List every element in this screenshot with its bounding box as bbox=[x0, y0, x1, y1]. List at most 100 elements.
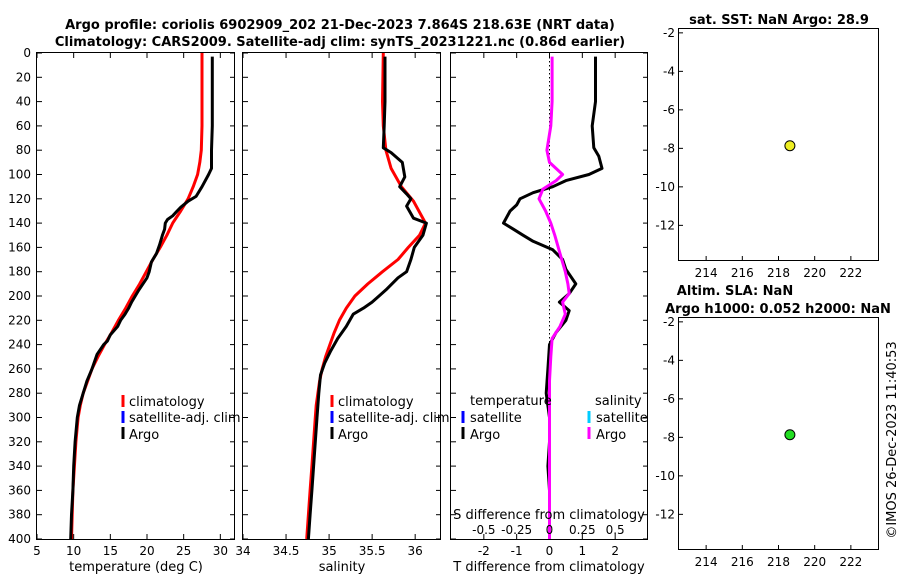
salinity-xlabel: salinity bbox=[319, 560, 366, 575]
x-tick-label: 15 bbox=[103, 544, 118, 558]
lon-tick-label: 214 bbox=[695, 266, 718, 280]
lat-tick-label: -2 bbox=[663, 26, 675, 40]
salinity-axes-box bbox=[242, 52, 441, 540]
legend-satellite-adj-clim: satellite-adj. clim bbox=[338, 411, 450, 426]
x-tick-label: -1 bbox=[511, 544, 523, 558]
x-tick-label: 2 bbox=[611, 544, 619, 558]
legend-argo: Argo bbox=[129, 428, 159, 443]
lon-tick-label: 214 bbox=[695, 555, 718, 569]
legend-argo: Argo bbox=[338, 428, 368, 443]
depth-tick-label: 260 bbox=[8, 362, 31, 376]
legend-climatology: climatology bbox=[338, 395, 414, 410]
salinity-panel: 34 34.5 35 35.5 36 salinity climatology sate… bbox=[235, 52, 450, 575]
lon-tick-label: 216 bbox=[731, 266, 754, 280]
x-tick-label: 25 bbox=[176, 544, 191, 558]
sst-ticks: 214 216 218 220 222 -2 -4 -6 -8 -10 -12 bbox=[655, 26, 862, 280]
lat-tick-label: -12 bbox=[655, 218, 675, 232]
lat-tick-label: -4 bbox=[663, 64, 675, 78]
depth-tick-label: 300 bbox=[8, 411, 31, 425]
depth-tick-label: 240 bbox=[8, 338, 31, 352]
x-tick-label: 5 bbox=[33, 544, 41, 558]
s-difference-tick-label: -0.25 bbox=[501, 523, 532, 537]
legend-climatology: climatology bbox=[129, 395, 205, 410]
depth-tick-label: 400 bbox=[8, 532, 31, 546]
legend-s-satellite: satellite bbox=[596, 411, 648, 426]
series-line-argo bbox=[306, 56, 428, 540]
sst-title: sat. SST: NaN Argo: 28.9 bbox=[689, 13, 869, 28]
lon-tick-label: 222 bbox=[839, 266, 862, 280]
lon-tick-label: 220 bbox=[803, 555, 826, 569]
difference-legend: temperature satellite Argo salinity sate… bbox=[461, 394, 648, 443]
sla-title-line1: Altim. SLA: NaN bbox=[677, 284, 793, 299]
s-difference-tick-label: 0 bbox=[546, 523, 554, 537]
argo-location-marker bbox=[784, 429, 796, 441]
x-tick-label: 34 bbox=[235, 544, 250, 558]
sla-points bbox=[784, 429, 796, 441]
depth-tick-label: 340 bbox=[8, 459, 31, 473]
series-line-argo bbox=[69, 56, 214, 540]
lat-tick-label: -10 bbox=[655, 180, 675, 194]
depth-tick-label: 380 bbox=[8, 508, 31, 522]
legend-temperature-title: temperature bbox=[470, 394, 552, 409]
sst-axes-box bbox=[678, 28, 879, 261]
salinity-legend: climatology satellite-adj. clim Argo bbox=[330, 395, 450, 443]
sla-map-panel: Altim. SLA: NaN Argo h1000: 0.052 h2000:… bbox=[655, 284, 890, 569]
depth-tick-label: 280 bbox=[8, 386, 31, 400]
lat-tick-label: -10 bbox=[655, 469, 675, 483]
sla-title-line2: Argo h1000: 0.052 h2000: NaN bbox=[665, 302, 891, 317]
sst-points bbox=[784, 140, 796, 152]
difference-panel: -2 -1 0 1 2 S difference from climatology -0… bbox=[450, 52, 648, 575]
sla-axes-box bbox=[678, 317, 879, 550]
t-difference-xlabel: T difference from climatology bbox=[452, 560, 645, 575]
depth-tick-label: 40 bbox=[16, 95, 31, 109]
lon-tick-label: 222 bbox=[839, 555, 862, 569]
depth-tick-label: 160 bbox=[8, 240, 31, 254]
series-line-t-argo bbox=[502, 56, 604, 539]
legend-t-satellite: satellite bbox=[470, 411, 522, 426]
temperature-legend: climatology satellite-adj. clim Argo bbox=[121, 395, 241, 443]
depth-tick-label: 140 bbox=[8, 216, 31, 230]
s-difference-tick-label: -0.5 bbox=[472, 523, 495, 537]
temperature-panel: 0204060801001201401601802002202402602803… bbox=[8, 46, 648, 575]
x-tick-label: 10 bbox=[66, 544, 81, 558]
x-tick-label: 34.5 bbox=[273, 544, 300, 558]
depth-tick-label: 0 bbox=[23, 46, 31, 60]
legend-t-argo: Argo bbox=[470, 428, 500, 443]
temperature-xlabel: temperature (deg C) bbox=[69, 560, 203, 575]
depth-tick-label: 320 bbox=[8, 435, 31, 449]
figure-title-line1: Argo profile: coriolis 6902909_202 21-De… bbox=[65, 18, 615, 33]
lon-tick-label: 218 bbox=[767, 555, 790, 569]
salinity-x-ticks: 34 34.5 35 35.5 36 bbox=[235, 53, 423, 558]
s-difference-label: S difference from climatology bbox=[453, 508, 645, 523]
s-difference-tick-label: 0.5 bbox=[606, 523, 625, 537]
legend-satellite-adj-clim: satellite-adj. clim bbox=[129, 411, 241, 426]
legend-s-argo: Argo bbox=[596, 428, 626, 443]
x-tick-label: -2 bbox=[478, 544, 490, 558]
sla-ticks: 214 216 218 220 222 -2 -4 -6 -8 -10 -12 bbox=[655, 315, 862, 569]
lat-tick-label: -8 bbox=[663, 430, 675, 444]
depth-tick-label: 60 bbox=[16, 119, 31, 133]
argo-location-marker bbox=[784, 140, 796, 152]
temperature-x-ticks: 5 10 15 20 25 30 bbox=[33, 53, 228, 558]
lon-tick-label: 220 bbox=[803, 266, 826, 280]
lat-tick-label: -2 bbox=[663, 315, 675, 329]
temperature-series bbox=[69, 53, 214, 540]
series-line-climatology bbox=[305, 52, 427, 540]
x-tick-label: 0 bbox=[546, 544, 554, 558]
x-tick-label: 20 bbox=[139, 544, 154, 558]
lon-tick-label: 216 bbox=[731, 555, 754, 569]
depth-tick-label: 200 bbox=[8, 289, 31, 303]
difference-series bbox=[502, 56, 604, 539]
lat-tick-label: -4 bbox=[663, 353, 675, 367]
series-line-s-argo bbox=[537, 56, 571, 539]
x-tick-label: 35 bbox=[321, 544, 336, 558]
depth-tick-label: 220 bbox=[8, 313, 31, 327]
lat-tick-label: -12 bbox=[655, 507, 675, 521]
x-tick-label: 1 bbox=[579, 544, 587, 558]
depth-tick-label: 20 bbox=[16, 70, 31, 84]
timestamp: ©IMOS 26-Dec-2023 11:40:53 bbox=[885, 341, 900, 538]
difference-axes-box bbox=[450, 52, 648, 540]
sst-map-panel: sat. SST: NaN Argo: 28.9 214 216 218 220 222… bbox=[655, 13, 879, 280]
figure-title-line2: Climatology: CARS2009. Satellite-adj cli… bbox=[55, 35, 625, 50]
